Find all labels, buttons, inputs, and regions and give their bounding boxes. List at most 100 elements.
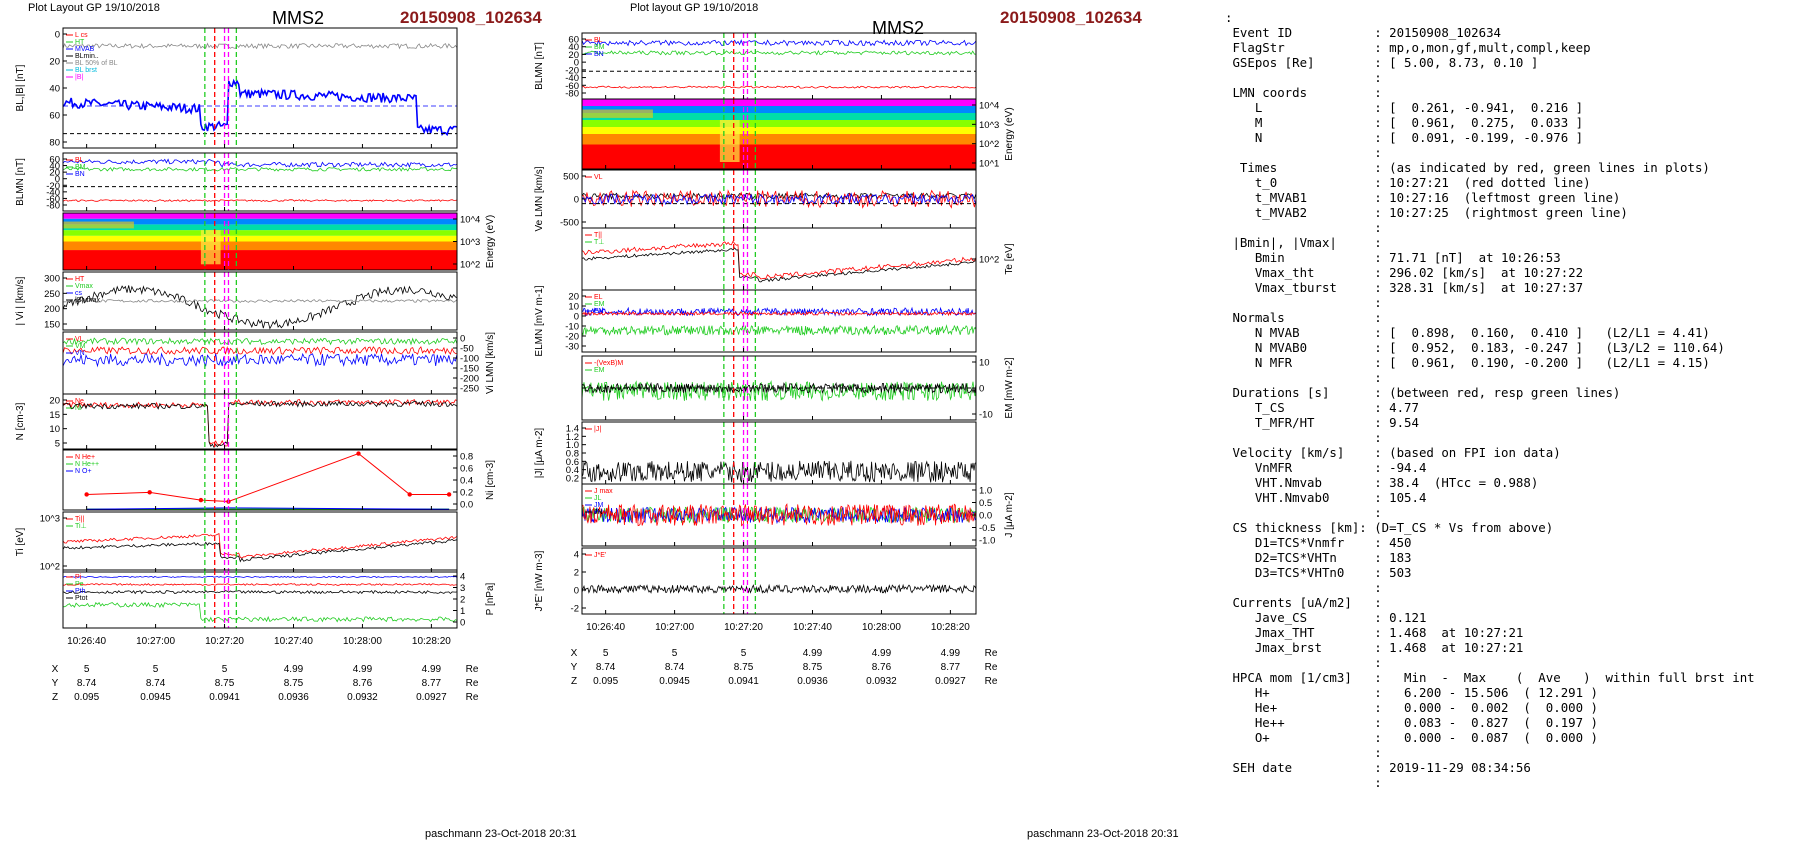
- y-tick-label: 0.6: [566, 457, 579, 468]
- y-tick-label: 0.0: [979, 511, 992, 522]
- spectrogram-patch: [63, 221, 134, 229]
- panel-frame: [581, 98, 977, 170]
- panel-10: 10^4 10^3 10^2 10^1 Energy (eV): [581, 98, 1015, 170]
- y-tick-label: 4: [460, 572, 465, 583]
- legend-label: -(VexB)M: [594, 360, 623, 367]
- series-line: [581, 306, 977, 317]
- y-tick-label: 1: [460, 606, 465, 617]
- legend-label: Ptot: [75, 595, 88, 602]
- x-tick-label: 10:28:20: [412, 636, 451, 647]
- y-tick-label: 1.2: [566, 432, 579, 443]
- y-axis-label: BLMN [nT]: [15, 158, 26, 206]
- y-tick-label: 60: [568, 35, 579, 46]
- panel-frame: [581, 547, 977, 615]
- y-tick-label: -150: [460, 364, 479, 375]
- x-tick-label: 10:28:20: [931, 622, 970, 633]
- series-line: [62, 298, 458, 303]
- y-axis-label: Vi LMN [km/s]: [485, 332, 496, 394]
- spectrogram-patch: [719, 120, 740, 162]
- y-axis-label: J [μA m-2]: [1004, 492, 1015, 537]
- ephemeris-coord-label: Z: [52, 692, 58, 703]
- y-tick-label: 0: [979, 384, 984, 395]
- y-tick-label: -50: [460, 344, 474, 355]
- series-line: [582, 49, 977, 56]
- ephemeris-value: 8.74: [77, 678, 97, 689]
- y-tick-label: 20: [49, 57, 60, 68]
- spectrogram-band: [63, 250, 457, 270]
- series-line: [62, 158, 458, 168]
- y-axis-label: EM [mW m-2]: [1004, 357, 1015, 418]
- y-tick-label: 5: [55, 439, 60, 450]
- y-tick-label: 0: [574, 586, 579, 597]
- y-tick-label: 10^2: [979, 139, 999, 150]
- series-line: [62, 285, 458, 330]
- y-tick-label: -20: [46, 181, 60, 192]
- legend-label: cs: [75, 290, 83, 297]
- legend-label: VN: [75, 350, 85, 357]
- legend-label: BL 50% of BL: [75, 60, 118, 67]
- series-line: [62, 538, 458, 563]
- panel-15: |J| 1.41.21.00.80.60.40.2 |J| [μA m-2]: [534, 421, 977, 485]
- y-tick-label: 500: [563, 172, 579, 183]
- ephemeris-coord-label: Z: [571, 676, 577, 687]
- y-tick-label: -20: [565, 65, 579, 76]
- spectrogram-band: [582, 144, 976, 169]
- ephemeris-unit: Re: [466, 678, 479, 689]
- ephemeris-unit: Re: [466, 664, 479, 675]
- point-he++: [147, 490, 152, 495]
- ephemeris-value: 8.75: [734, 662, 754, 673]
- series-line: [62, 575, 458, 578]
- y-tick-label: 40: [568, 42, 579, 53]
- ephemeris-value: 0.0936: [278, 692, 309, 703]
- ephemeris-value: 4.99: [353, 664, 373, 675]
- ephemeris-coord-label: Y: [571, 662, 578, 673]
- ephemeris-value: 8.74: [146, 678, 166, 689]
- legend-label: |B|vmax: [75, 297, 101, 304]
- legend-label: BN: [594, 51, 604, 58]
- ephemeris-value: 0.0945: [140, 692, 171, 703]
- ephemeris-value: 0.0932: [347, 692, 378, 703]
- ephemeris-value: 5: [84, 664, 90, 675]
- point-he++: [84, 492, 89, 497]
- legend-label: HT: [75, 39, 85, 46]
- series-line: [62, 345, 458, 356]
- series-line: [581, 247, 977, 283]
- ephemeris-value: 8.74: [665, 662, 685, 673]
- legend-label: N He++: [75, 461, 99, 468]
- legend-label: Ne: [75, 398, 84, 405]
- legend-label: BN: [75, 171, 85, 178]
- legend-label: EM: [594, 301, 605, 308]
- legend-label: MVAB: [75, 46, 95, 53]
- series-line: [62, 583, 457, 586]
- legend-label: |J|: [594, 426, 601, 433]
- y-tick-label: 10: [979, 358, 990, 369]
- legend-label: N O+: [75, 468, 92, 475]
- y-tick-label: 0.0: [460, 500, 473, 511]
- right-layout-label: Plot layout GP 19/10/2018: [630, 2, 759, 14]
- ephemeris-value: 4.99: [422, 664, 442, 675]
- y-tick-label: 0: [574, 195, 579, 206]
- series-line: [62, 78, 458, 137]
- y-tick-label: 0.4: [460, 476, 473, 487]
- series-line: [62, 337, 458, 346]
- y-tick-label: 20: [49, 168, 60, 179]
- series-line: [62, 166, 458, 172]
- y-tick-label: -500: [560, 218, 579, 229]
- y-tick-label: 3: [460, 583, 465, 594]
- y-tick-label: 2: [574, 568, 579, 579]
- y-axis-label: Ti [eV]: [15, 528, 26, 557]
- y-tick-label: -20: [565, 332, 579, 343]
- panel-frame: [62, 393, 458, 450]
- x-tick-label: 10:27:40: [793, 622, 832, 633]
- left-layout-label: Plot Layout GP 19/10/2018: [28, 2, 160, 14]
- y-tick-label: 10^3: [40, 514, 60, 525]
- ephemeris-value: 8.76: [872, 662, 892, 673]
- y-tick-label: -250: [460, 384, 479, 395]
- y-tick-label: 0: [55, 174, 60, 185]
- spectrogram-band: [582, 99, 976, 106]
- y-tick-label: -100: [460, 354, 479, 365]
